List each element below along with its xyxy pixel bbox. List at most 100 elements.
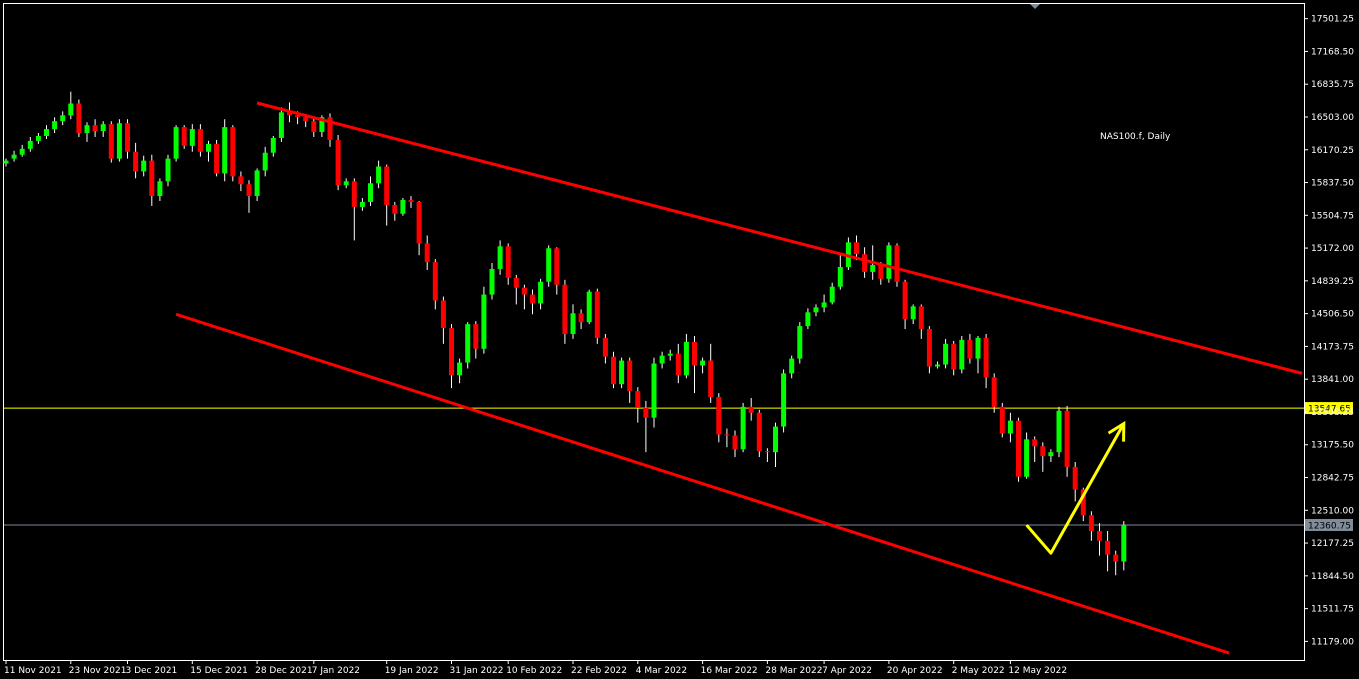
candle-up[interactable] — [254, 170, 260, 197]
candle-down[interactable] — [530, 294, 535, 304]
candle-up[interactable] — [910, 306, 916, 320]
candle-up[interactable] — [157, 181, 163, 197]
candle-up[interactable] — [651, 363, 657, 418]
candle-up[interactable] — [586, 291, 592, 323]
candle-down[interactable] — [287, 112, 292, 116]
candle-down[interactable] — [295, 115, 301, 118]
candle-down[interactable] — [627, 360, 633, 392]
channel-trendline[interactable] — [175, 312, 1230, 655]
candle-up[interactable] — [376, 166, 382, 184]
candle-up[interactable] — [975, 337, 981, 359]
candle-up[interactable] — [943, 343, 949, 365]
candle-up[interactable] — [1024, 439, 1030, 477]
candle-up[interactable] — [206, 143, 211, 152]
candle-down[interactable] — [92, 125, 98, 132]
candle-down[interactable] — [392, 204, 398, 214]
candle-down[interactable] — [862, 254, 868, 272]
candle-up[interactable] — [100, 124, 106, 132]
candle-down[interactable] — [611, 356, 616, 385]
candle-down[interactable] — [692, 341, 697, 366]
candle-down[interactable] — [505, 246, 511, 278]
candle-up[interactable] — [457, 362, 463, 376]
candle-down[interactable] — [1016, 420, 1021, 477]
candle-up[interactable] — [837, 266, 843, 287]
candle-down[interactable] — [562, 284, 568, 334]
candle-up[interactable] — [141, 160, 147, 172]
candle-down[interactable] — [327, 117, 333, 140]
candle-down[interactable] — [1105, 540, 1111, 555]
candle-up[interactable] — [829, 286, 835, 303]
candle-down[interactable] — [764, 451, 770, 453]
chart-shift-marker-icon[interactable] — [1030, 4, 1040, 9]
candle-down[interactable] — [918, 306, 924, 330]
candle-up[interactable] — [262, 152, 268, 171]
candle-down[interactable] — [1113, 554, 1119, 562]
candle-down[interactable] — [1072, 466, 1078, 490]
candle-up[interactable] — [789, 358, 795, 374]
candle-up[interactable] — [497, 246, 503, 269]
candle-down[interactable] — [578, 313, 584, 323]
candle-up[interactable] — [538, 281, 544, 304]
candle-down[interactable] — [246, 184, 252, 197]
candle-up[interactable] — [570, 313, 576, 334]
candle-down[interactable] — [513, 277, 519, 288]
candle-down[interactable] — [440, 300, 446, 329]
candle-up[interactable] — [773, 426, 778, 453]
candle-up[interactable] — [52, 121, 58, 130]
candle-up[interactable] — [27, 140, 33, 149]
candle-down[interactable] — [1080, 489, 1086, 516]
candle-up[interactable] — [700, 360, 706, 366]
candle-down[interactable] — [554, 248, 560, 285]
candle-up[interactable] — [1056, 410, 1062, 453]
candle-up[interactable] — [465, 324, 471, 363]
candle-up[interactable] — [343, 181, 349, 186]
candle-down[interactable] — [521, 287, 527, 295]
candle-down[interactable] — [449, 328, 454, 376]
candle-up[interactable] — [35, 135, 41, 141]
candle-up[interactable] — [222, 127, 228, 174]
candle-up[interactable] — [935, 364, 940, 367]
candle-up[interactable] — [359, 201, 365, 207]
candle-up[interactable] — [278, 112, 284, 138]
candle-up[interactable] — [740, 406, 746, 450]
candle-up[interactable] — [781, 373, 787, 427]
candle-down[interactable] — [991, 377, 997, 407]
candle-up[interactable] — [619, 360, 625, 385]
candle-down[interactable] — [999, 406, 1005, 434]
candle-down[interactable] — [416, 201, 422, 244]
candle-down[interactable] — [854, 242, 859, 255]
candle-down[interactable] — [675, 353, 681, 376]
candle-down[interactable] — [635, 391, 641, 408]
candle-up[interactable] — [870, 265, 876, 272]
candle-down[interactable] — [408, 200, 414, 202]
candle-down[interactable] — [926, 329, 932, 367]
candle-up[interactable] — [44, 129, 49, 136]
candle-down[interactable] — [1064, 410, 1070, 467]
candle-up[interactable] — [821, 302, 827, 308]
projection-arrow-line[interactable] — [1025, 422, 1126, 555]
candle-down[interactable] — [351, 181, 357, 207]
candle-up[interactable] — [116, 123, 122, 159]
candle-down[interactable] — [716, 397, 722, 435]
candle-down[interactable] — [473, 324, 479, 349]
candle-down[interactable] — [133, 151, 139, 172]
candle-down[interactable] — [878, 265, 884, 279]
candle-up[interactable] — [270, 137, 276, 153]
candle-down[interactable] — [238, 176, 244, 185]
candle-down[interactable] — [894, 245, 900, 282]
candle-down[interactable] — [432, 262, 438, 301]
candle-down[interactable] — [756, 412, 762, 452]
candle-up[interactable] — [189, 129, 195, 146]
candle-up[interactable] — [1007, 420, 1013, 434]
candle-up[interactable] — [489, 268, 495, 295]
candle-down[interactable] — [424, 243, 430, 263]
candle-up[interactable] — [1048, 452, 1054, 457]
candle-up[interactable] — [546, 248, 552, 282]
candle-down[interactable] — [214, 143, 220, 174]
candle-up[interactable] — [813, 307, 819, 313]
candle-down[interactable] — [197, 129, 203, 152]
candle-up[interactable] — [11, 154, 17, 159]
candle-down[interactable] — [125, 123, 130, 152]
candle-down[interactable] — [594, 291, 600, 338]
